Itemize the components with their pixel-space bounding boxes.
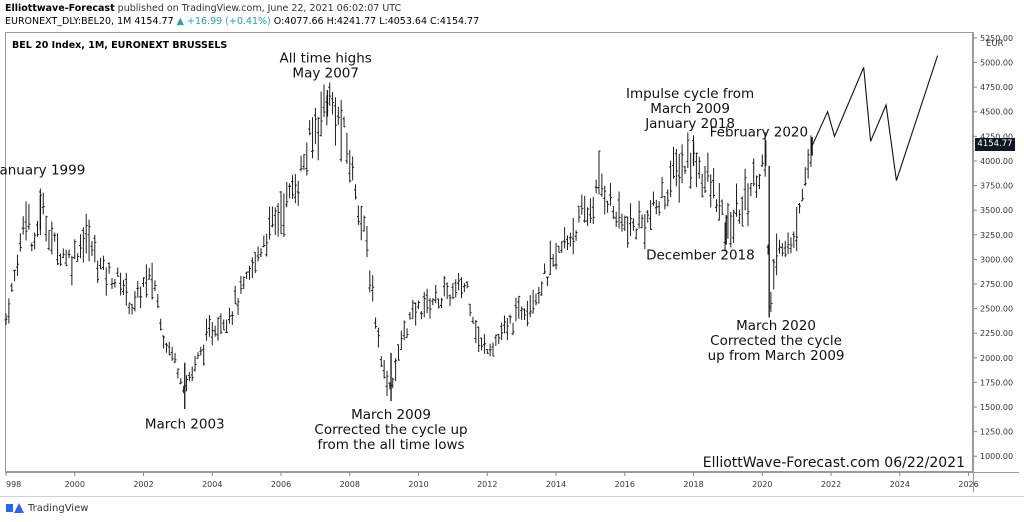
x-tick-label: 2006 — [271, 480, 291, 489]
annotation: March 2003 — [145, 417, 225, 433]
annotation-line: May 2007 — [292, 66, 359, 82]
publisher-name: Elliottwave-Forecast — [5, 3, 115, 14]
ohlc-values: O:4077.66 H:4241.77 L:4053.64 C:4154.77 — [273, 16, 480, 27]
x-tick-label: 2004 — [202, 480, 222, 489]
footer-bar — [0, 496, 1024, 522]
y-tick-label: 2250.00 — [980, 329, 1013, 338]
annotation-line: March 2020 — [736, 318, 816, 334]
annotation: February 2020 — [710, 124, 808, 140]
y-tick-label: 3250.00 — [980, 231, 1013, 240]
annotation-line: March 2003 — [145, 417, 225, 433]
annotation-line: Corrected the cycle up — [314, 422, 467, 438]
y-tick-label: 1750.00 — [980, 378, 1013, 387]
annotation-line: All time highs — [280, 51, 372, 67]
watermark-text: ElliottWave-Forecast.com 06/22/2021 — [703, 455, 965, 471]
y-tick-label: 4750.00 — [980, 83, 1013, 92]
published-text: published on TradingView.com, June 22, 2… — [117, 3, 402, 14]
change-value: ▲ +16.99 (+0.41%) — [176, 16, 271, 27]
x-tick-label: 2022 — [821, 480, 841, 489]
annotation-line: January 1999 — [0, 163, 85, 179]
y-tick-label: 3750.00 — [980, 182, 1013, 191]
currency-label: EUR — [986, 39, 1004, 49]
publish-line: Elliottwave-Forecast published on Tradin… — [5, 3, 401, 14]
annotation-line: February 2020 — [710, 124, 808, 140]
annotation: All time highs May 2007 — [280, 51, 372, 82]
x-tick-label: 2000 — [65, 480, 85, 489]
x-tick-label: 2012 — [477, 480, 497, 489]
x-tick-label: 2014 — [546, 480, 566, 489]
y-tick-label: 5250.00 — [980, 34, 1013, 43]
y-tick-label: 4000.00 — [980, 157, 1013, 166]
annotation-line: up from March 2009 — [708, 348, 845, 364]
symbol-ohlc-line: EURONEXT_DLY:BEL20, 1M 4154.77 ▲ +16.99 … — [5, 16, 479, 27]
last-value: 4154.77 — [134, 16, 174, 27]
projection-line — [811, 55, 939, 181]
annotation: January 1999 — [0, 163, 85, 179]
tradingview-label: TradingView — [28, 502, 89, 514]
annotation-line: from the all time lows — [317, 437, 464, 453]
tradingview-logo[interactable]: TradingView — [6, 502, 88, 514]
annotation-line: March 2009 — [650, 101, 730, 117]
symbol: EURONEXT_DLY:BEL20, 1M — [5, 16, 132, 27]
annotation-line: Impulse cycle from — [626, 86, 754, 102]
x-tick-label: 2020 — [752, 480, 772, 489]
x-tick-label: 2026 — [958, 480, 978, 489]
y-tick-label: 1500.00 — [980, 403, 1013, 412]
annotation: March 2009 Corrected the cycle up from the… — [314, 407, 467, 453]
x-tick-label: 2024 — [890, 480, 910, 489]
last-price-tag: 4154.77 — [975, 138, 1015, 151]
y-tick-label: 3500.00 — [980, 206, 1013, 215]
y-tick-label: 2500.00 — [980, 305, 1013, 314]
y-tick-label: 1250.00 — [980, 428, 1013, 437]
x-tick-label: 2010 — [408, 480, 428, 489]
x-tick-label: 2008 — [340, 480, 360, 489]
annotation-line: January 2018 — [644, 116, 735, 132]
y-tick-label: 4250.00 — [980, 132, 1013, 141]
time-axis-separator — [5, 472, 1019, 473]
x-tick-label: 2002 — [133, 480, 153, 489]
y-tick-label: 4500.00 — [980, 108, 1013, 117]
plot-area[interactable] — [5, 32, 973, 472]
annotation-line: March 2009 — [351, 407, 431, 423]
y-tick-label: 1000.00 — [980, 452, 1013, 461]
annotation-line: Corrected the cycle — [710, 333, 842, 349]
y-tick-label: 5000.00 — [980, 59, 1013, 68]
price-axis-separator — [973, 32, 974, 492]
x-tick-label: 2016 — [615, 480, 635, 489]
annotation: Impulse cycle from March 2009 January 2018 — [626, 86, 754, 132]
annotation-line: December 2018 — [646, 247, 755, 263]
y-tick-label: 2000.00 — [980, 354, 1013, 363]
x-tick-label: 2018 — [683, 480, 703, 489]
chart-title: BEL 20 Index, 1M, EURONEXT BRUSSELS — [12, 40, 228, 51]
x-tick-label: 998 — [6, 480, 21, 489]
y-tick-label: 2750.00 — [980, 280, 1013, 289]
tradingview-icon — [6, 502, 24, 514]
annotation: March 2020 Corrected the cycle up from Mar… — [708, 318, 845, 364]
y-tick-label: 3000.00 — [980, 255, 1013, 264]
annotation: December 2018 — [646, 247, 755, 263]
